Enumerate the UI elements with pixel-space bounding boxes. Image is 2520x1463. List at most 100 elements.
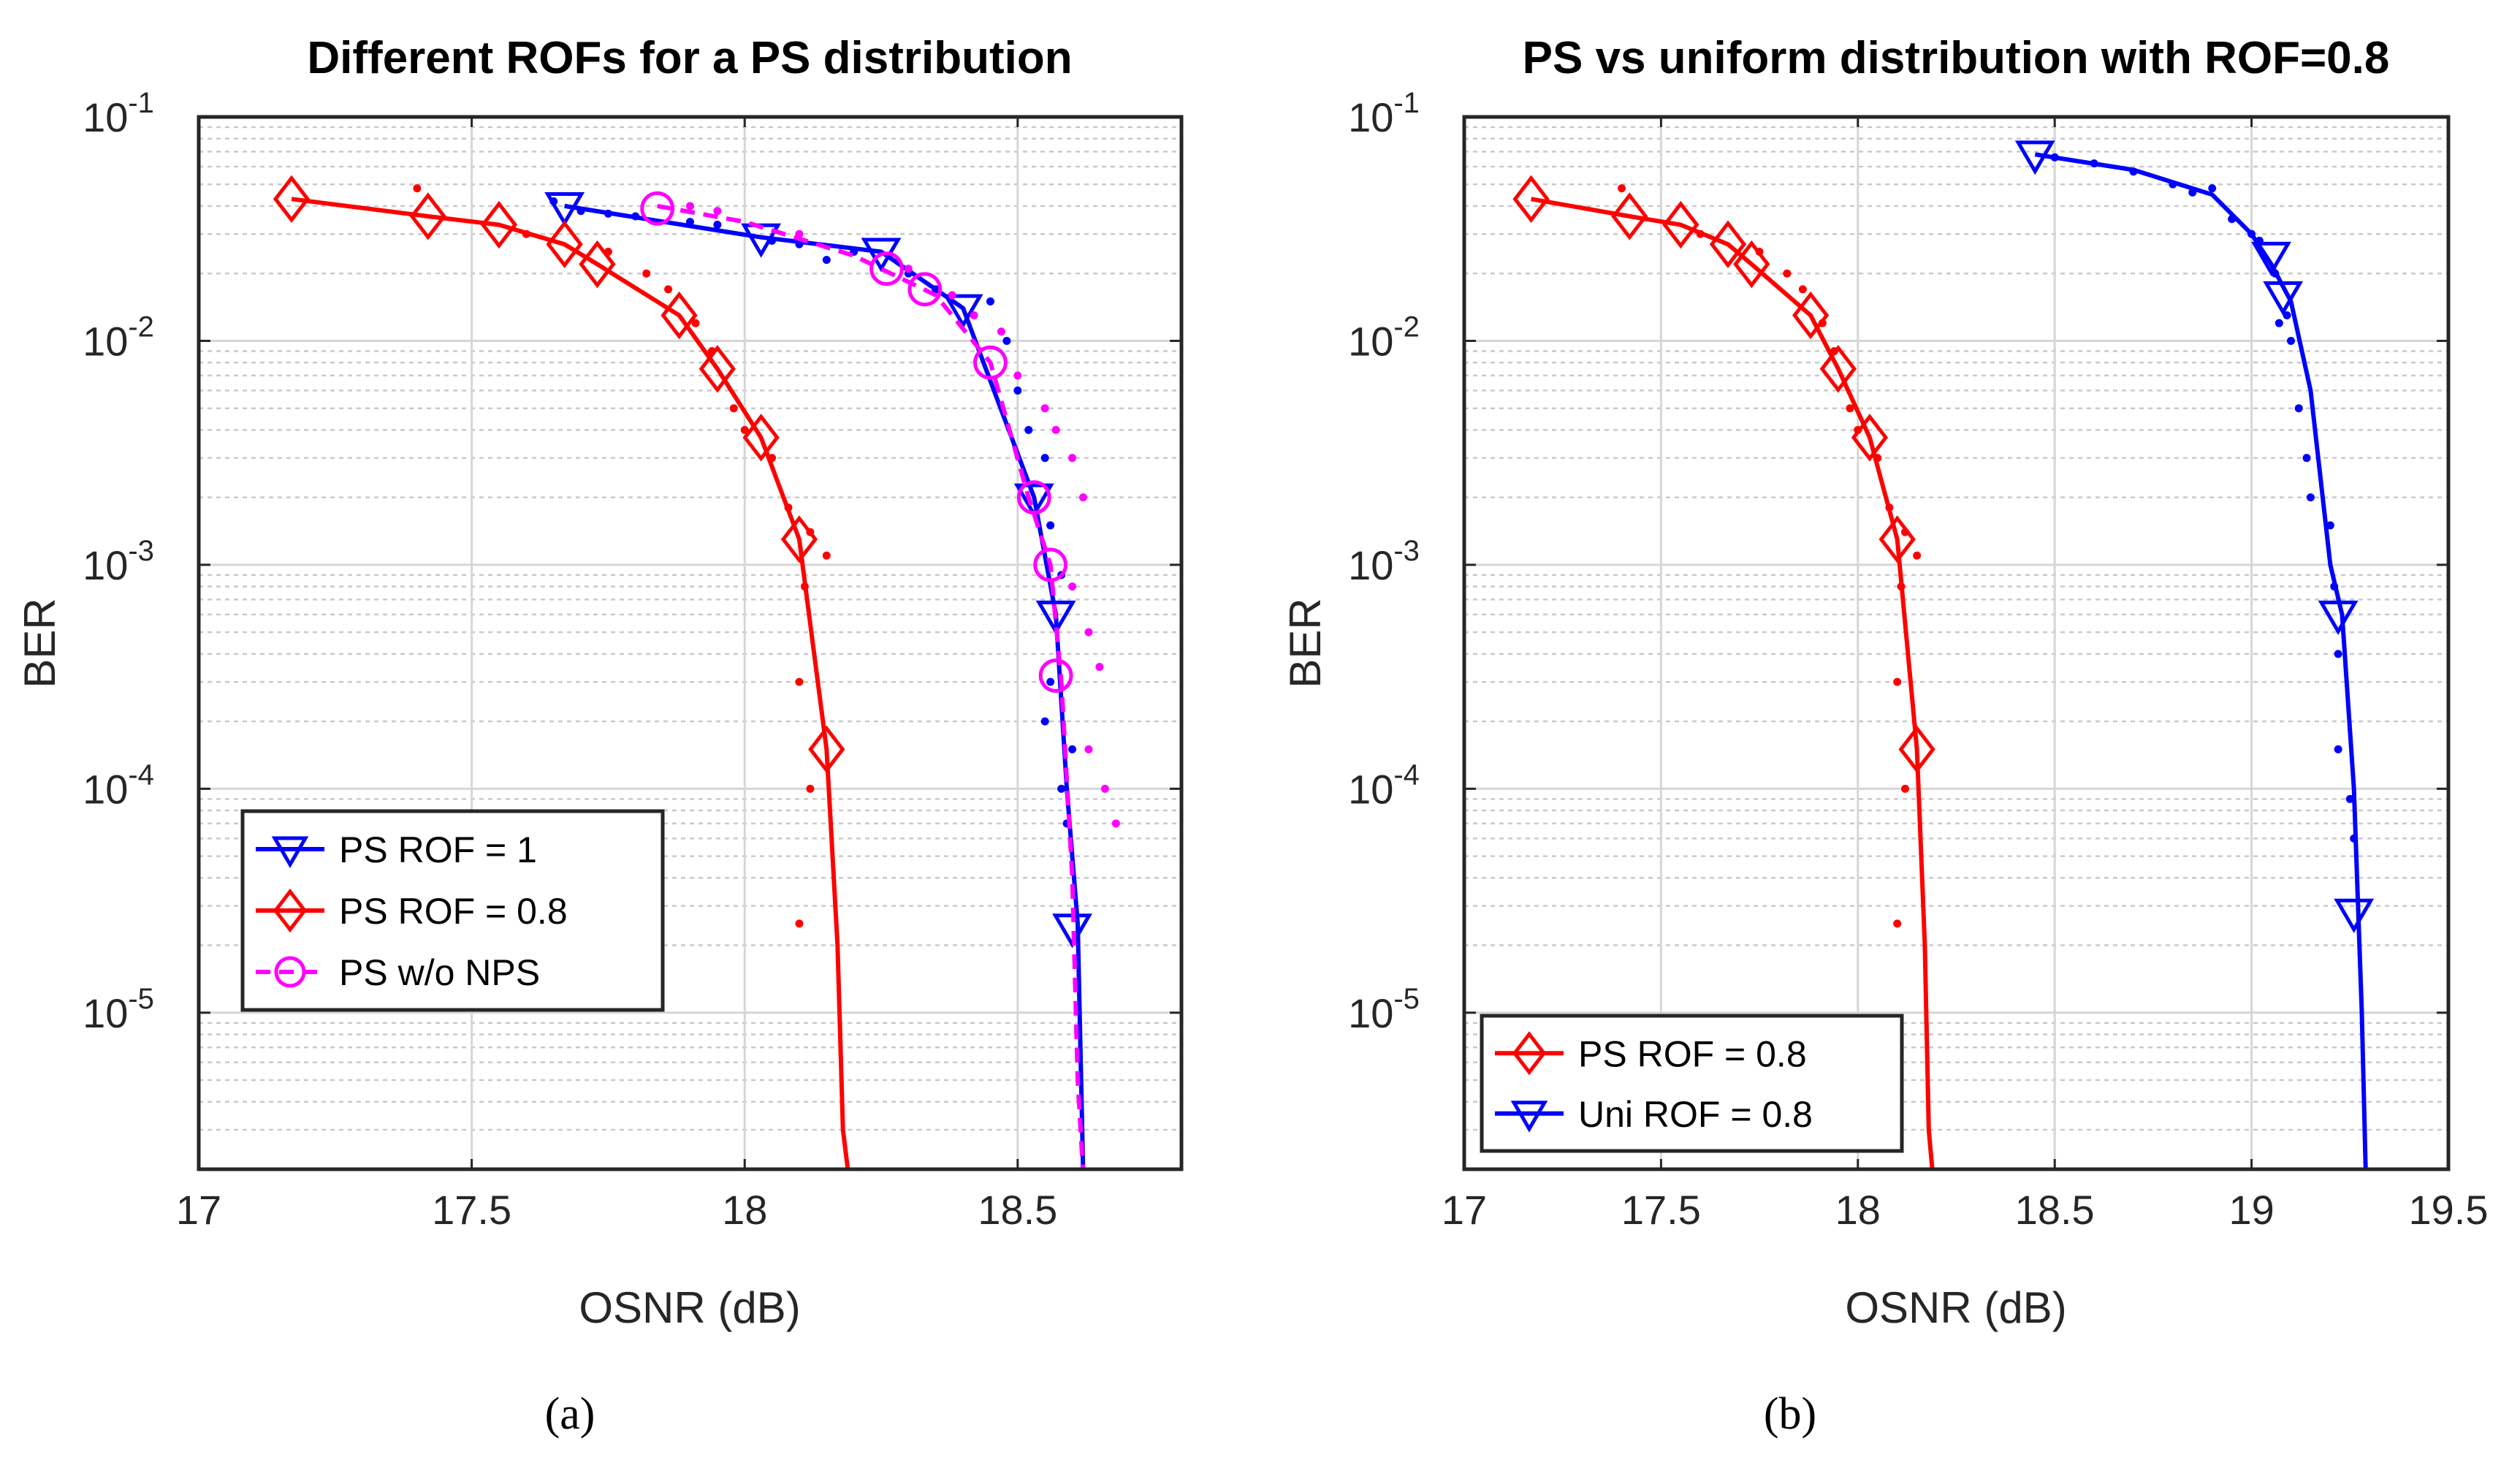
- series-marker: [409, 192, 446, 240]
- x-tick-label: 18.5: [2015, 1187, 2095, 1233]
- scatter-point: [1002, 336, 1011, 345]
- scatter-point: [948, 291, 956, 300]
- series-marker: [640, 191, 675, 226]
- x-axis-label-a: OSNR (dB): [579, 1283, 800, 1332]
- scatter-point: [2334, 650, 2342, 658]
- y-tick-label: 10-4: [83, 759, 154, 812]
- scatter-point: [713, 207, 722, 216]
- series-marker: [546, 220, 583, 268]
- series-line: [564, 203, 1086, 1169]
- series-marker: [869, 251, 904, 286]
- series-marker: [661, 291, 698, 340]
- series-marker: [808, 725, 845, 774]
- x-tick-label: 17: [176, 1187, 221, 1233]
- series-marker: [1878, 515, 1916, 563]
- scatter-point: [822, 551, 831, 560]
- legend-entry: PS ROF = 0.8: [339, 891, 568, 932]
- scatter-point: [2283, 311, 2291, 320]
- chart-title-b: PS vs uniform distribution with ROF=0.8: [1523, 33, 2390, 83]
- scatter-point: [986, 297, 994, 305]
- scatter-point: [1084, 745, 1093, 753]
- legend-marker: [274, 956, 306, 988]
- x-tick-label: 18.5: [978, 1187, 1057, 1233]
- data-layer: [273, 175, 1120, 1169]
- ticks: 17 17.5 18 18.5 19 19.5 10-1 10-2 10-3 10-4 10-5: [1348, 87, 2488, 1233]
- axes-box: [197, 115, 1184, 1171]
- scatter-point: [1913, 551, 1922, 560]
- y-tick-label: 10-5: [83, 983, 154, 1036]
- scatter-point: [2286, 336, 2295, 345]
- chart-title-a: Different ROFs for a PS distribution: [307, 33, 1072, 83]
- series-marker: [1038, 658, 1073, 693]
- series-marker: [1016, 480, 1051, 515]
- scatter-point: [2345, 794, 2354, 803]
- series-marker: [1013, 483, 1054, 518]
- scatter-point: [413, 184, 422, 193]
- series-marker: [544, 191, 585, 227]
- data-layer: [1512, 140, 2375, 1169]
- scatter-point: [1095, 663, 1104, 672]
- series-marker: [579, 240, 616, 289]
- series-marker: [1611, 192, 1648, 240]
- panel-a: Different ROFs for a PS distribution OSN…: [15, 33, 1184, 1439]
- series-marker: [2251, 241, 2291, 276]
- scatter-point: [2294, 404, 2303, 413]
- scatter-point: [1111, 819, 1120, 828]
- scatter-point: [806, 784, 815, 793]
- scatter-point: [1046, 521, 1055, 530]
- series-marker: [1662, 200, 1699, 249]
- series-marker: [1035, 600, 1076, 635]
- scatter-point: [1013, 371, 1022, 380]
- x-tick-label: 19: [2228, 1187, 2274, 1233]
- scatter-point: [2306, 493, 2315, 502]
- legend-marker: [271, 836, 309, 868]
- scatter-point: [1846, 404, 1854, 413]
- y-tick-label: 10-2: [83, 311, 154, 364]
- scatter-point: [1068, 745, 1077, 753]
- legend: PS ROF = 1 PS ROF = 0.8 PS w/o NPS: [240, 809, 665, 1012]
- scatter-point: [795, 677, 804, 686]
- y-tick-label: 10-3: [83, 535, 154, 588]
- y-tick-label: 10-5: [1348, 983, 1420, 1036]
- series-marker: [1792, 291, 1830, 340]
- scatter-point: [1618, 184, 1626, 193]
- scatter-point: [1798, 285, 1807, 294]
- series-marker: [1851, 414, 1889, 462]
- legend-marker: [1510, 1101, 1548, 1133]
- x-tick-label: 17.5: [432, 1187, 511, 1233]
- scatter-point: [1893, 677, 1902, 686]
- scatter-point: [1783, 269, 1792, 278]
- series-marker: [2334, 898, 2375, 933]
- scatter-point: [1079, 493, 1087, 502]
- series-line: [2034, 152, 2368, 1169]
- y-tick-label: 10-1: [1348, 87, 1420, 140]
- scatter-point: [997, 327, 1005, 336]
- y-tick-label: 10-4: [1348, 759, 1420, 812]
- scatter-point: [1046, 677, 1055, 686]
- ticks: 17 17.5 18 18.5 10-1 10-2 10-3 10-4 10-5: [83, 87, 1181, 1233]
- series-line: [657, 203, 1086, 1169]
- series-marker: [780, 515, 818, 563]
- scatter-point: [1040, 404, 1049, 413]
- x-axis-label-b: OSNR (dB): [1845, 1283, 2066, 1332]
- scatter-point: [1900, 784, 1909, 793]
- scatter-point: [795, 919, 804, 928]
- series-marker: [1733, 240, 1770, 289]
- scatter-point: [1893, 919, 1902, 928]
- y-tick-label: 10-2: [1348, 311, 1420, 364]
- legend-marker: [1512, 1031, 1547, 1076]
- series-marker: [1033, 547, 1068, 582]
- series-marker: [2263, 281, 2304, 316]
- series-marker: [943, 294, 983, 329]
- scatter-point: [1068, 454, 1077, 463]
- grid: [197, 115, 1181, 1171]
- grid: [1463, 115, 2450, 1171]
- series-marker: [480, 200, 518, 249]
- series-line: [291, 197, 850, 1169]
- series-marker: [2014, 140, 2055, 175]
- legend-marker: [273, 888, 308, 933]
- y-tick-label: 10-1: [83, 87, 154, 140]
- panel-label-a: (a): [545, 1389, 595, 1439]
- x-tick-label: 17.5: [1621, 1187, 1701, 1233]
- y-axis-label-b: BER: [1281, 598, 1330, 688]
